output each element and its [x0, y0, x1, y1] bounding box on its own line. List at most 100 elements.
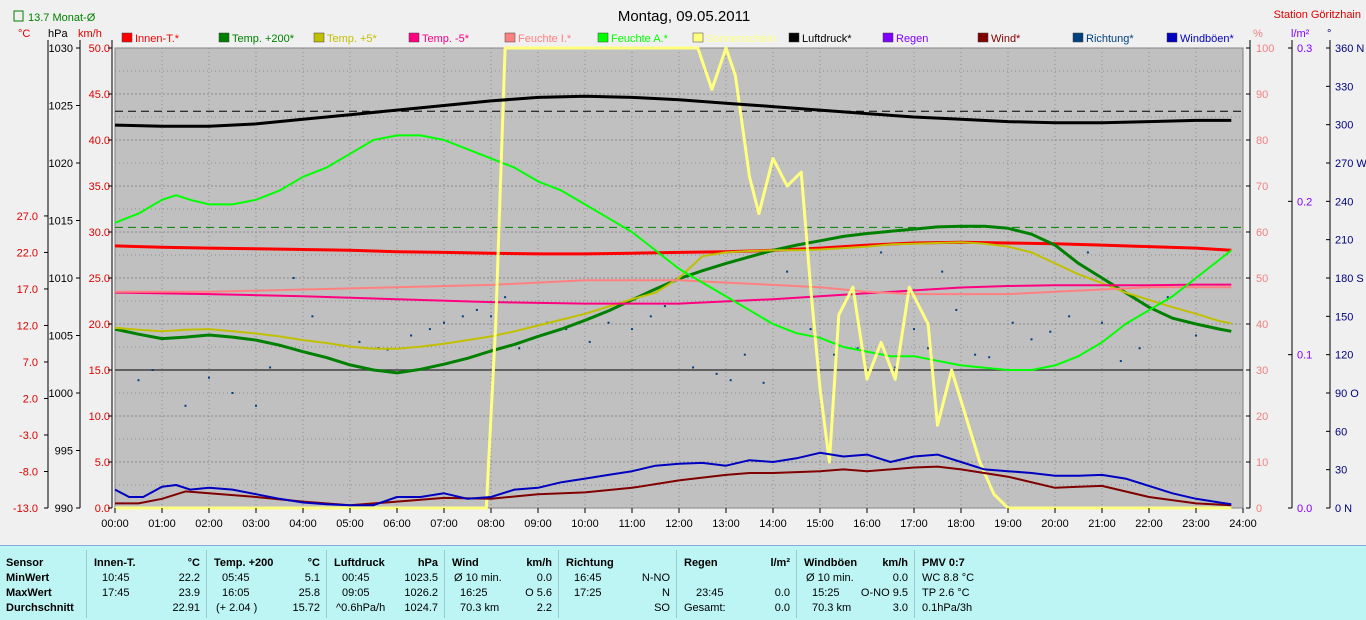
direction-point [1011, 321, 1014, 324]
pressure-tick-label: 1000 [49, 388, 73, 400]
direction-point [607, 321, 610, 324]
legend-item: Wind* [977, 32, 1021, 45]
legend: Innen-T.* Temp. +200* Temp. +5* Temp. -5* Fe… [121, 32, 1235, 45]
series-line-feuchte-a- [114, 134, 1232, 371]
rain-tick-label: 0.3 [1297, 43, 1312, 55]
series-line-temp-5- [114, 283, 1232, 305]
stats-innen-unit: °C [187, 557, 200, 569]
temp-tick-label: 17.0 [17, 284, 38, 296]
direction-point [588, 340, 591, 343]
direction-tick-label: 240 [1335, 196, 1353, 208]
direction-point [255, 404, 257, 407]
stats-pmv-col: PMV 0:7 WC 8.8 °C TP 2.6 °C 0.1hPa/3h [916, 550, 1016, 618]
direction-point [358, 340, 361, 343]
wind-tick-label: 45.0 [89, 89, 110, 101]
stats-boeen-avg: 3.0 [892, 602, 908, 614]
temp-tick-label: 2.0 [23, 393, 38, 405]
stats-wind-avg: 2.2 [536, 602, 552, 614]
legend-item: Temp. +200* [218, 32, 295, 45]
legend-swatch [977, 32, 989, 43]
direction-tick-label: 210 [1335, 235, 1353, 247]
direction-point [151, 369, 154, 371]
legend-swatch [788, 32, 800, 43]
stats-druck-title: Luftdruck [334, 557, 385, 569]
legend-swatch [692, 32, 704, 43]
pressure-tick-label: 1010 [49, 273, 73, 285]
direction-point [1030, 338, 1033, 341]
direction-point [1086, 251, 1089, 254]
stats-pmv-tp: TP 2.6 °C [922, 587, 970, 599]
x-tick-label: 14:00 [759, 518, 787, 530]
legend-label: Feuchte A.* [611, 33, 669, 45]
stats-druck-min: 1023.5 [404, 572, 438, 584]
wind-tick-label: 5.0 [95, 457, 110, 469]
chart-title: Montag, 09.05.2011 [618, 8, 750, 25]
stats-richtung-max-time: 17:25 [574, 587, 602, 599]
legend-label: Sonnenschein [706, 33, 776, 45]
direction-point [715, 372, 718, 375]
weather-chart: 27.022.017.012.07.02.0-3.0-8.0-13.010301… [12, 8, 1366, 530]
stats-temp200-min-time: 05:45 [222, 572, 250, 584]
stats-richtung-col: Richtung 16:45 N-NO 17:25 N SO [560, 550, 677, 618]
stats-row-max: MaxWert [6, 587, 52, 599]
legend-label: Wind* [991, 33, 1021, 45]
legend-label: Windböen* [1180, 33, 1235, 45]
pressure-tick-label: 1015 [49, 216, 73, 228]
stats-wind-unit: km/h [526, 557, 552, 569]
direction-point [649, 315, 652, 318]
stats-wind-title: Wind [452, 557, 479, 569]
direction-point [786, 270, 789, 273]
direction-axis-unit: ° [1327, 28, 1331, 40]
direction-point [208, 376, 210, 379]
direction-tick-label: 300 [1335, 120, 1353, 132]
stats-wind-max: O 5.6 [525, 587, 552, 599]
direction-point [475, 308, 478, 311]
percent-tick-label: 30 [1256, 365, 1268, 377]
temp-tick-label: 22.0 [17, 247, 38, 259]
percent-tick-label: 100 [1256, 43, 1274, 55]
stats-temp200-title: Temp. +200 [214, 557, 274, 569]
stats-wind-avg-label: 70.3 km [460, 602, 500, 614]
stats-sensor-title: Sensor [6, 557, 44, 569]
legend-label: Innen-T.* [135, 33, 180, 45]
direction-point [692, 366, 695, 369]
rain-tick-label: 0.2 [1297, 196, 1312, 208]
stats-temp200-min: 5.1 [304, 572, 320, 584]
series-line-sonnenschein [115, 46, 1232, 510]
stats-innen-col: Innen-T. °C 10:45 22.2 17:45 23.9 22.91 [88, 550, 207, 618]
wind-tick-label: 30.0 [89, 227, 110, 239]
wind-tick-label: 15.0 [89, 365, 110, 377]
legend-swatch [504, 32, 516, 43]
pressure-tick-label: 1005 [49, 331, 73, 343]
legend-item: Windböen* [1166, 32, 1235, 45]
x-tick-label: 01:00 [148, 518, 176, 530]
direction-point [1166, 296, 1169, 299]
temp-tick-label: -8.0 [19, 466, 38, 478]
stats-innen-max-time: 17:45 [102, 587, 130, 599]
direction-point [974, 353, 977, 356]
direction-point [565, 328, 568, 331]
stats-boeen-col: Windböen km/h Ø 10 min. 0.0 15:25 O-NO 9.5 … [798, 550, 915, 618]
pressure-axis-unit: hPa [48, 28, 68, 40]
x-tick-label: 17:00 [900, 518, 928, 530]
legend-swatch [408, 32, 420, 43]
stats-temp200-max: 25.8 [298, 587, 320, 599]
direction-point [856, 347, 859, 350]
reference-lines [115, 110, 1243, 371]
wind-axis-unit: km/h [78, 28, 102, 40]
stats-druck-min-time: 00:45 [342, 572, 370, 584]
direction-point [137, 379, 140, 382]
direction-point [231, 392, 234, 394]
series-line-wind- [115, 465, 1232, 507]
direction-tick-label: 270 W [1335, 158, 1366, 170]
stats-druck-max-time: 09:05 [342, 587, 370, 599]
direction-tick-label: 180 S [1335, 273, 1364, 285]
direction-point [311, 315, 314, 318]
temp-tick-label: -13.0 [13, 503, 38, 515]
stats-richtung-avg: SO [654, 602, 670, 614]
wind-tick-label: 20.0 [89, 319, 110, 331]
series-line-feuchte-i- [115, 279, 1232, 296]
stats-regen-unit: l/m² [770, 557, 790, 569]
stats-regen-title: Regen [684, 557, 718, 569]
x-tick-label: 00:00 [101, 518, 129, 530]
